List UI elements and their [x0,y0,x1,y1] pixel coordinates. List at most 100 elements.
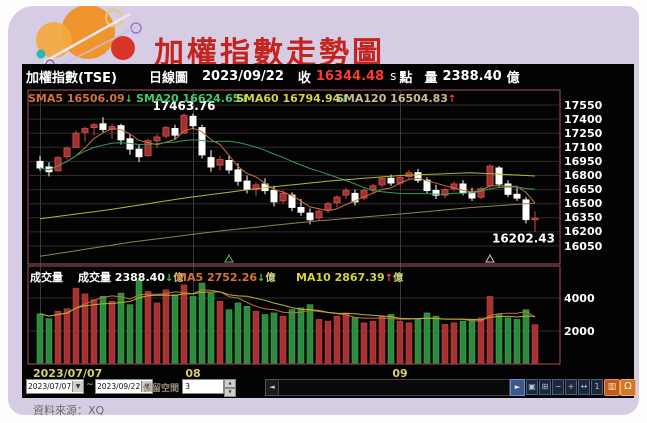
y-axis-label: 16200 [564,225,603,238]
volume-bar [252,310,260,364]
x-axis-label: 2023/07/07 [33,367,103,380]
volume-bar [477,317,485,364]
y-axis-label: 16350 [564,211,603,224]
volume-bar [279,315,287,364]
candle [270,190,278,203]
control-bar: 2023/07/07 ▼ ~ 2023/09/22 ▼ 保留空間 3 ▲ ▼ ◄… [22,378,636,398]
volume-bar [135,279,143,364]
candle [90,124,98,128]
volume-bar [423,312,431,364]
kline-window-icon[interactable]: ▥ [604,379,620,396]
volume-bar [198,282,206,364]
candle [441,189,449,196]
candle [117,125,125,141]
volume-value-legend: 成交量 2388.40↓億 [78,271,184,284]
volume-label: 量 [424,70,438,86]
candle [531,217,539,221]
candle [378,177,386,186]
pointer-tool-icon[interactable]: ▣ [526,379,538,395]
crosshair-tool-icon[interactable]: ⊞ [539,379,551,395]
candlestick-chart[interactable]: 17463.76 16202.43 [22,64,634,398]
candle [243,180,251,191]
reserve-space-stepper[interactable]: ▲ ▼ [224,379,236,397]
scroll-right-button[interactable]: ► [510,379,525,396]
volume-bar [270,312,278,364]
quote-bar: 加權指數(TSE) 日線圖 2023/09/22 收 16344.48 s 點 … [26,67,520,86]
volume-bar [108,301,116,364]
candle [279,192,287,202]
volume-bar [288,309,296,364]
scroll-left-button[interactable]: ◄ [265,379,279,396]
volume-bar [171,294,179,364]
alarm-bell-icon[interactable]: Ω [620,379,636,396]
candle [36,160,44,169]
x-axis-label: 08 [185,367,201,380]
volume-bar [99,296,107,364]
scrollbar-track[interactable] [278,379,510,396]
volume-bar [153,302,161,364]
volume-bar [189,296,197,364]
chevron-down-icon[interactable]: ▼ [72,381,83,392]
volume-bar [81,293,89,364]
down-arrow-icon: ↓ [340,94,349,105]
low-price-annotation: 16202.43 [492,232,555,246]
volume-bar [324,320,332,364]
volume-bar [90,299,98,364]
candle [459,183,467,193]
candle [432,190,440,196]
volume-bar [63,308,71,364]
zoom-in-icon[interactable]: + [565,379,577,395]
logo-streak-2 [59,25,139,67]
candle [450,183,458,190]
volume-bar [207,292,215,364]
candle [252,184,260,191]
date-from-value: 2023/07/07 [28,382,72,391]
date-from-dropdown[interactable]: 2023/07/07 ▼ [26,379,84,394]
volume-bar [387,314,395,364]
candle [387,177,395,184]
pan-tool-icon[interactable]: ↔ [578,379,590,395]
volume-bar [522,309,530,364]
y-axis-label: 16500 [564,197,603,210]
chevron-down-icon[interactable]: ▼ [141,381,152,392]
signal-marker-icon [485,253,495,263]
y-axis-label: 17250 [564,127,603,140]
down-arrow-icon: ↓ [124,94,134,105]
range-separator: ~ [86,380,94,390]
y-axis-label: 17100 [564,141,603,154]
candle [54,157,62,172]
reserve-space-input[interactable]: 3 [182,379,224,394]
volume-bar [315,319,323,364]
single-chart-icon[interactable]: 1 [591,379,603,395]
logo-ring-purple [130,22,142,34]
volume-unit: 億 [506,70,520,86]
candle [504,183,512,195]
candle [477,188,485,198]
down-arrow-icon: ↓ [164,273,174,284]
sma-legend: SMA5 16506.09↓ SMA20 16624.65↓ SMA60 167… [22,92,562,105]
candle [153,136,161,142]
spin-up-icon[interactable]: ▲ [224,379,236,388]
zoom-out-icon[interactable]: − [552,379,564,395]
volume-bar [306,304,314,364]
logo-dot-teal [36,49,46,59]
chart-panel: 17463.76 16202.43 加權指數(TSE) 日線圖 2023/09/2… [22,64,636,398]
down-arrow-icon: ↓ [240,94,249,105]
ma-line [39,202,536,257]
candle [144,140,152,157]
volume-legend: 成交量 成交量 2388.40↓億 MA5 2752.26↓億 MA10 286… [22,269,562,284]
candle [216,159,224,166]
reserve-space-label: 保留空間 [143,384,180,394]
candle [522,199,530,221]
volume-bar [333,315,341,364]
ma-line [39,127,536,212]
candle [207,157,215,168]
spin-down-icon[interactable]: ▼ [224,388,236,397]
candle [414,172,422,181]
candle [180,114,188,134]
volume-bar [405,322,413,364]
volume-bar [297,307,305,364]
y-axis-label: 16800 [564,169,603,182]
date-to-dropdown[interactable]: 2023/09/22 ▼ [95,379,153,394]
